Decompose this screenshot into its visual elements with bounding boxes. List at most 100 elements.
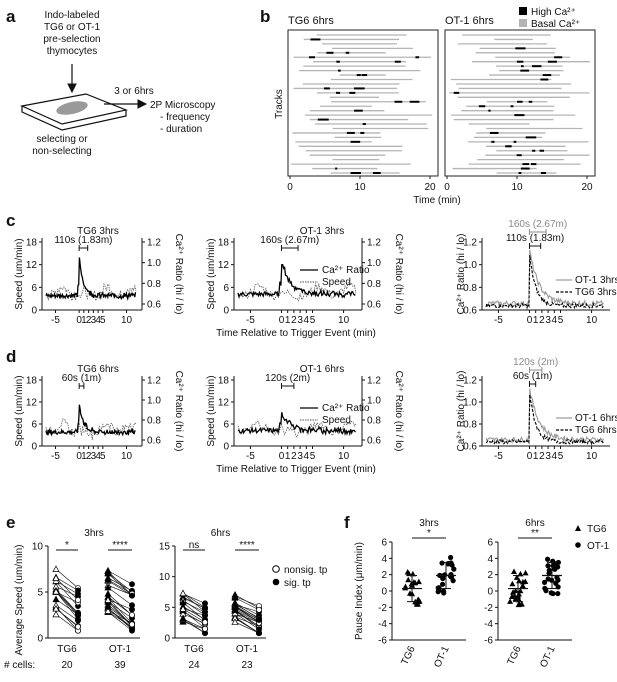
panel-a-slide-edge — [21, 106, 127, 131]
d-legend-speed-label: Speed — [322, 415, 351, 426]
e-left-pair-line — [107, 573, 133, 596]
d-legend-ca-label: Ca²⁺ Ratio — [322, 403, 370, 414]
c-mid-x-tick-label: -5 — [246, 315, 255, 326]
d-left-right-tick-label: 1.2 — [147, 376, 161, 387]
e-left-pair-line — [55, 605, 79, 621]
d-mid-x-tick-label: 2 — [291, 451, 297, 462]
legend-high-swatch — [519, 7, 527, 15]
f-right-point — [555, 577, 561, 583]
e-left-pair-line — [107, 587, 133, 606]
e-left-pair-line — [107, 597, 133, 624]
e-left-sig-label: * — [65, 540, 69, 551]
f-ylabel: Pause Index (μm/min) — [354, 542, 365, 640]
e-left-pair-line — [55, 614, 79, 631]
c-left-speed-label: Speed (um/min) — [14, 238, 25, 309]
d-mid-x-tick-label: 5 — [310, 451, 316, 462]
e-left-y-tick-label: 0 — [37, 634, 43, 645]
e-left-pair-line — [107, 579, 133, 594]
panel-a-text: Indo-labeled — [44, 10, 99, 21]
d-right-x-tick-label: 2 — [539, 451, 545, 462]
d-mid-right-tick-label: 0.8 — [367, 416, 381, 427]
d-left-x-tick-label: 10 — [121, 451, 133, 462]
f-left-point — [404, 569, 411, 575]
e-right-pair-line — [234, 609, 260, 624]
f-left-y-tick-label: 6 — [381, 538, 387, 549]
d-right-tg6-trace — [485, 394, 604, 446]
e-left-point — [52, 610, 60, 618]
f-right-point — [543, 588, 549, 594]
c-right-ot1-trace — [485, 249, 604, 308]
e-right-pair-line — [182, 610, 206, 629]
legend-high-label: High Ca²⁺ — [531, 7, 576, 18]
panel-a-slide-label: non-selecting — [32, 146, 91, 157]
f-right-y-tick-label: 6 — [487, 538, 493, 549]
d-left-title: TG6 6hrs — [77, 364, 119, 375]
e-right-pair-line — [234, 606, 260, 621]
e-right-pair-line — [182, 613, 206, 624]
e-legend-nonsig-symbol — [272, 565, 280, 573]
e-right-pair-line — [234, 608, 260, 622]
e-right-cells-count: 23 — [241, 660, 253, 671]
e-right-pair-line — [234, 603, 260, 620]
e-left-pair-line — [55, 591, 79, 620]
c-mid-bracket-label: 160s (2.67m) — [260, 235, 319, 246]
panel-a-micro-title: 2P Microscopy — [150, 100, 215, 111]
panel-a-thymocytes-blob — [56, 101, 88, 115]
d-left-ca-trace — [45, 404, 136, 437]
d-mid-bracket-label: 120s (2m) — [265, 373, 310, 384]
d-left-left-tick-label: 12 — [26, 398, 38, 409]
d-left-speed-trace — [45, 418, 137, 441]
e-left-pair-line — [107, 611, 133, 628]
c-left-ratio-label: Ca²⁺ Ratio (hi / lo) — [173, 234, 184, 315]
e-right-point — [231, 606, 239, 614]
e-left-point — [129, 621, 135, 628]
tracks-ylabel: Tracks — [274, 89, 285, 119]
e-left-cells-count: 39 — [114, 660, 126, 671]
c-right-left-tick-label: 1.2 — [463, 238, 477, 249]
c-right-black-bracket-label: 110s (1.83m) — [506, 233, 564, 244]
c-mid-left-tick-label: 0 — [223, 306, 229, 317]
c-legend-tg6-label: TG6 3hrs — [575, 287, 617, 298]
d-left-x-tick-label: 4 — [95, 451, 101, 462]
f-left-y-tick-label: -6 — [378, 636, 387, 647]
c-left-ca-trace — [45, 257, 137, 302]
e-left-point — [129, 626, 135, 633]
f-right-point — [522, 578, 529, 584]
e-left-point — [52, 565, 60, 572]
e-left-pair-line — [55, 577, 79, 601]
f-legend-ot1-label: OT-1 — [587, 541, 610, 552]
d-mid-right-tick-label: 1.0 — [367, 396, 381, 407]
c-mid-right-tick-label: 0.8 — [367, 279, 381, 290]
d-right-x-tick-label: 0 — [527, 451, 533, 462]
f-right-y-tick-label: -6 — [484, 636, 493, 647]
e-left-point — [104, 566, 112, 574]
e-left-point — [129, 581, 135, 588]
panel-a-micro-line: - duration — [160, 124, 202, 135]
e-right-title: 6hrs — [211, 528, 230, 539]
panel-letter-d: d — [6, 347, 16, 366]
d-mid-left-tick-label: 18 — [218, 376, 230, 387]
c-mid-left-tick-label: 12 — [218, 260, 230, 271]
f-right-point — [519, 582, 526, 589]
f-right-point — [516, 601, 523, 607]
d-mid-title: OT-1 6hrs — [300, 364, 344, 375]
d-right-x-tick-label: 5 — [558, 451, 564, 462]
f-right-point — [545, 563, 551, 569]
e-legend-sig-label: sig. tp — [284, 578, 311, 589]
c-left-x-tick-label: -5 — [51, 315, 60, 326]
e-right-pair-line — [234, 617, 260, 634]
e-right-pair-line — [182, 599, 206, 616]
e-right-point — [179, 605, 187, 612]
c-legend-ot1-label: OT-1 3hrs — [575, 275, 617, 286]
f-right-sig-label: ** — [531, 528, 539, 539]
f-right-point — [508, 593, 515, 599]
f-left-point — [416, 598, 423, 604]
d-mid-speed-label: Speed (um/min) — [206, 375, 217, 446]
e-left-pair-line — [55, 568, 79, 589]
e-right-y-tick-label: 5 — [164, 603, 170, 614]
f-legend-tg6-symbol — [575, 525, 581, 531]
e-left-cells-count: 20 — [61, 660, 73, 671]
f-legend-tg6-label: TG6 — [587, 524, 607, 535]
f-left-point — [439, 560, 445, 566]
